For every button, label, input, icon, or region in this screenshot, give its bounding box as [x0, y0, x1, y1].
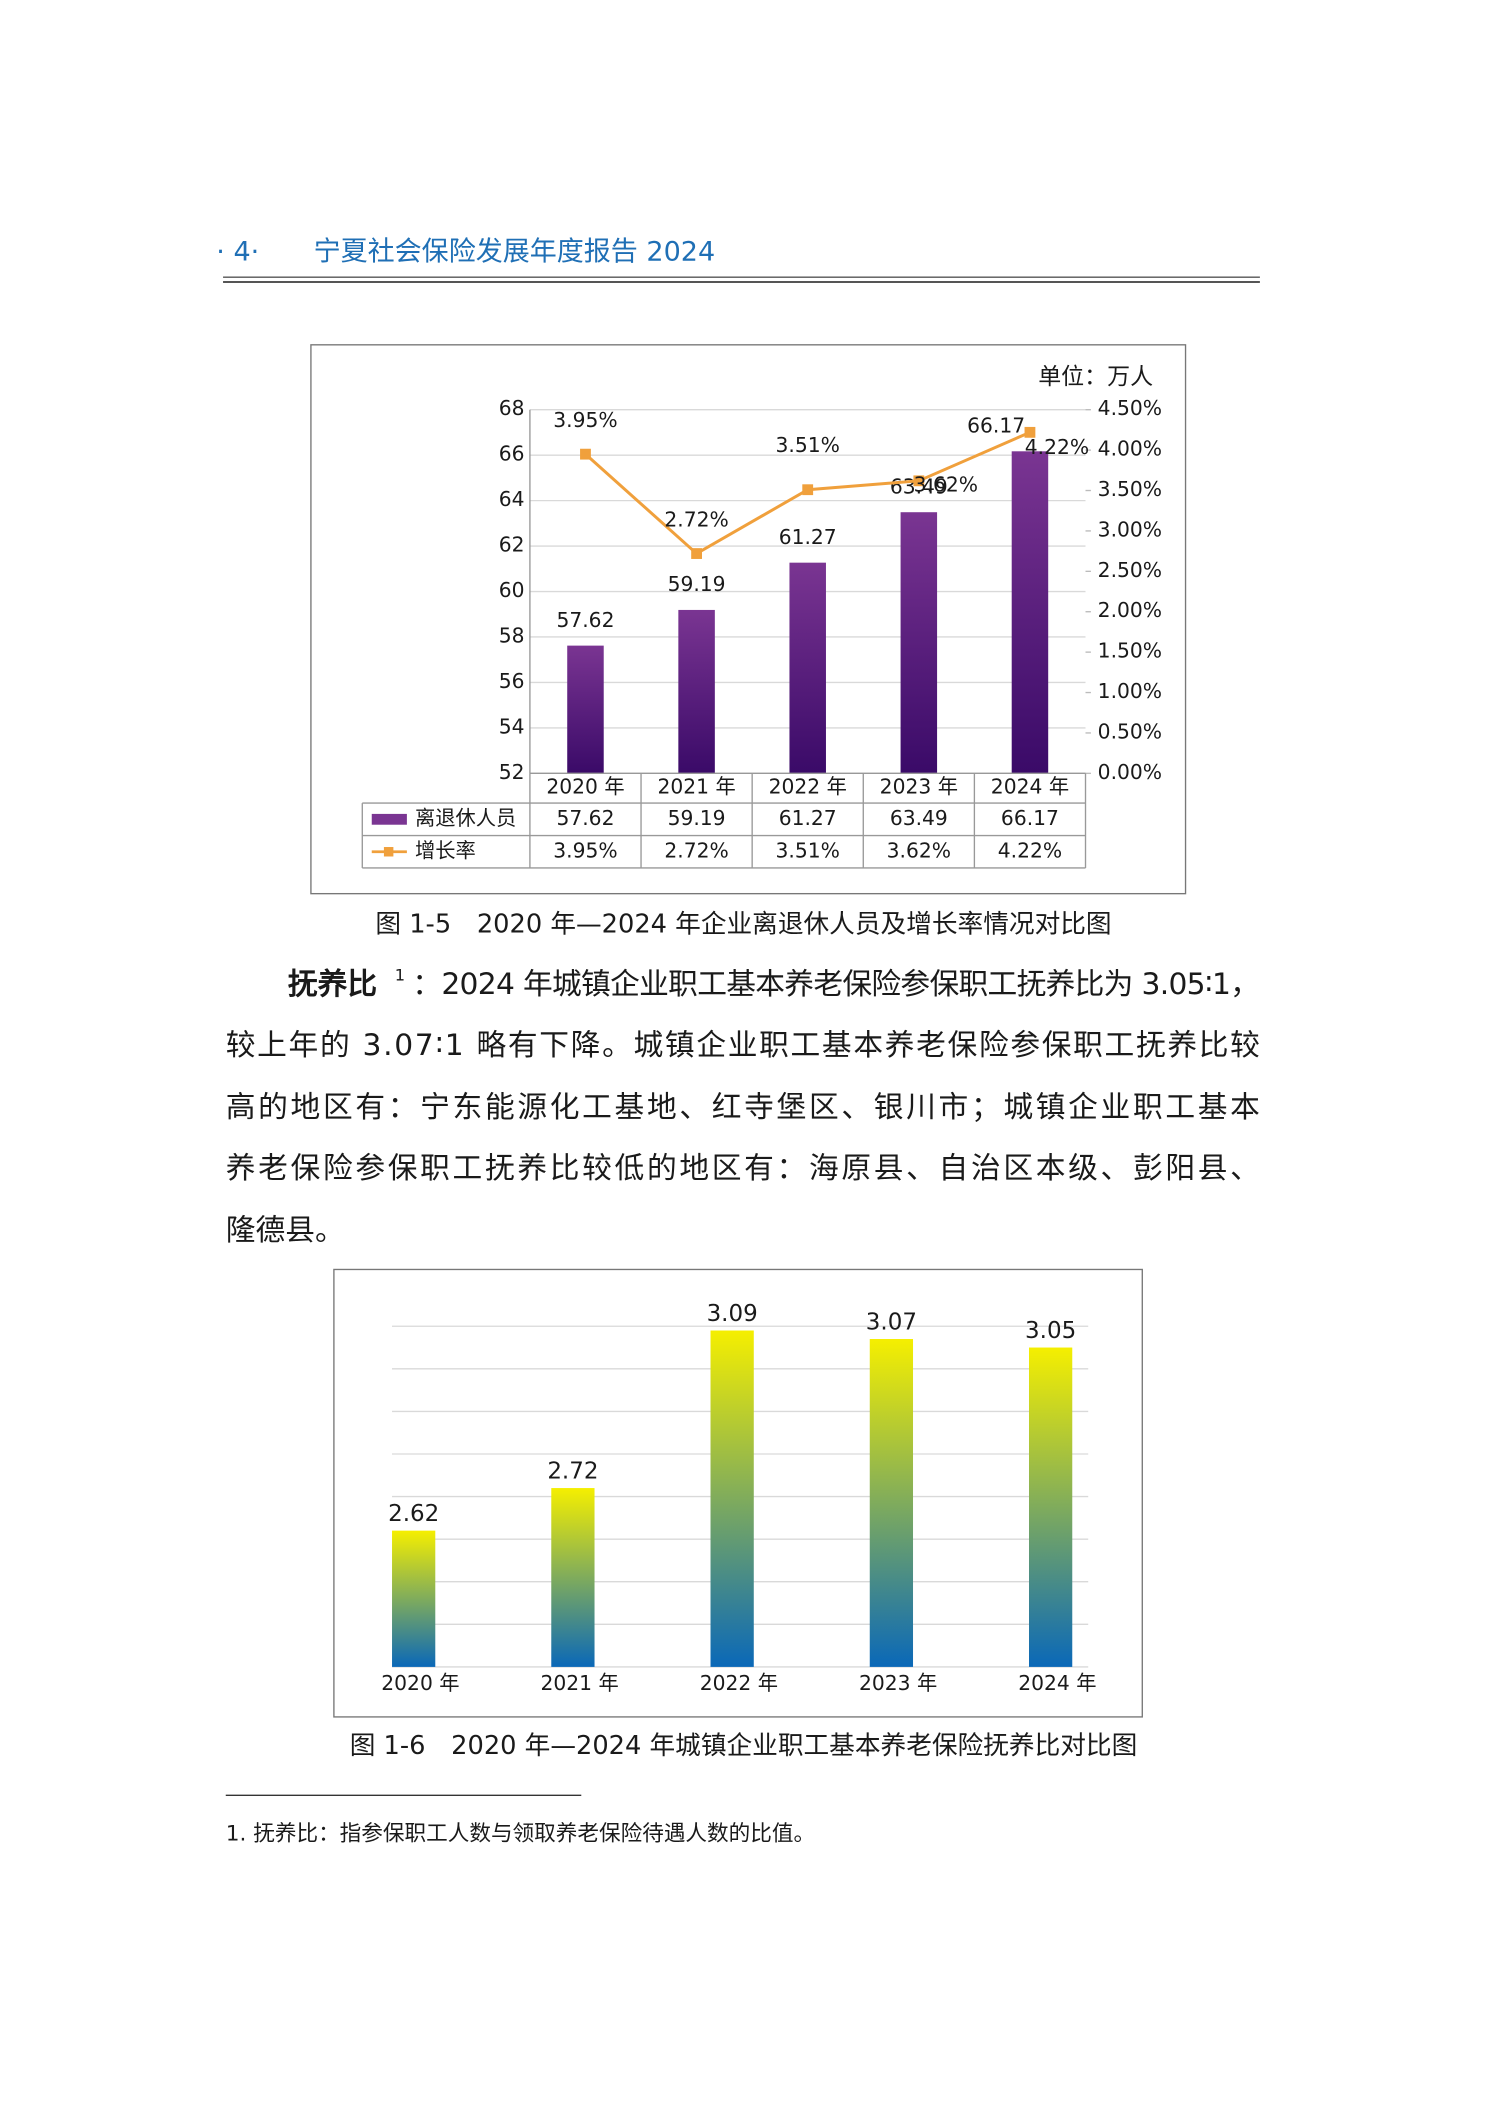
table-cell: 57.62: [556, 806, 614, 830]
y-tick-label: 58: [499, 623, 525, 647]
page-number: · 4·: [216, 236, 259, 267]
x-tick-label: 2022 年: [769, 775, 847, 799]
line-value-label: 3.51%: [776, 433, 840, 457]
line-marker: [913, 475, 925, 487]
line-marker: [1024, 426, 1036, 438]
x-tick-label: 2021 年: [657, 775, 735, 799]
bar-value-label: 57.62: [556, 608, 614, 632]
bar-value-label: 59.19: [668, 572, 726, 596]
bar: [392, 1530, 436, 1667]
y-tick-label: 60: [499, 578, 525, 602]
footnote: 1. 抚养比：指参保职工人数与领取养老保险待遇人数的比值。: [226, 1822, 815, 1847]
bar: [789, 562, 826, 774]
y-tick-label: 64: [499, 487, 525, 511]
line-marker: [691, 548, 702, 559]
y-tick-label: 68: [499, 396, 525, 420]
line-marker: [580, 448, 591, 460]
line-marker: [802, 484, 814, 496]
line-value-label: 3.95%: [553, 408, 617, 432]
caption: 图 1-5 2020 年—2024 年企业离退休人员及增长率情况对比图: [375, 909, 1111, 939]
bar: [551, 1488, 595, 1667]
legend-swatch: [371, 813, 407, 825]
paragraph-line: 较上年的 3.07∶1 略有下降。城镇企业职工基本养老保险参保职工抚养比较: [226, 1028, 1260, 1063]
y-tick-label: 56: [499, 669, 525, 693]
line-value-label: 4.22%: [1025, 435, 1089, 459]
table-cell: 3.62%: [887, 838, 951, 862]
bar-value-label: 3.09: [707, 1301, 758, 1327]
bar-value-label: 61.27: [779, 525, 837, 549]
bar: [1011, 451, 1049, 774]
table-cell: 61.27: [779, 806, 837, 830]
bar: [900, 512, 938, 774]
table-cell: 63.49: [890, 806, 948, 830]
x-tick-label: 2023 年: [859, 1671, 937, 1695]
paragraph-line: 隆德县。: [226, 1213, 345, 1248]
x-tick-label: 2022 年: [700, 1671, 778, 1695]
bar: [1029, 1347, 1073, 1667]
note-ref: 1: [395, 966, 405, 985]
y-tick-label: 54: [499, 714, 525, 738]
term: 抚养比: [288, 967, 377, 1002]
x-tick-label: 2023 年: [880, 775, 958, 799]
legend-label: 增长率: [415, 838, 476, 862]
table-cell: 4.22%: [998, 838, 1062, 862]
chart-frame: [333, 1268, 1143, 1718]
x-tick-label: 2020 年: [546, 775, 624, 799]
paragraph-line: 养老保险参保职工抚养比较低的地区有：海原县、自治区本级、彭阳县、: [226, 1151, 1260, 1186]
unit-label: 单位：万人: [1038, 364, 1153, 390]
chart-frame: [310, 344, 1187, 895]
bar: [710, 1330, 754, 1667]
legend-label: 离退休人员: [415, 806, 516, 830]
paragraph-line: ：2024 年城镇企业职工基本养老保险参保职工抚养比为 3.05∶1，: [412, 967, 1260, 1002]
table-cell: 66.17: [1001, 806, 1059, 830]
table-cell: 2.72%: [664, 838, 728, 862]
bar: [567, 645, 604, 774]
line-value-label: 3.62%: [914, 473, 978, 497]
bar-value-label: 3.07: [866, 1309, 917, 1335]
y2-tick-label: 3.50%: [1098, 477, 1162, 501]
x-tick-label: 2021 年: [541, 1671, 619, 1695]
y2-tick-label: 1.00%: [1098, 679, 1162, 703]
legend-swatch: [383, 847, 394, 857]
line-value-label: 2.72%: [664, 508, 728, 532]
bar-value-label: 2.72: [547, 1458, 598, 1484]
x-tick-label: 2024 年: [1018, 1671, 1096, 1695]
caption: 图 1-6 2020 年—2024 年城镇企业职工基本养老保险抚养比对比图: [350, 1731, 1138, 1761]
y-tick-label: 52: [499, 760, 525, 784]
x-tick-label: 2020 年: [381, 1671, 459, 1695]
bar-value-label: 66.17: [967, 413, 1025, 437]
paragraph-line: 高的地区有：宁东能源化工基地、红寺堡区、银川市；城镇企业职工基本: [226, 1090, 1260, 1125]
bar: [678, 609, 715, 774]
y-tick-label: 62: [499, 533, 525, 557]
y2-tick-label: 1.50%: [1098, 639, 1162, 663]
x-tick-label: 2024 年: [991, 775, 1069, 799]
y2-tick-label: 2.50%: [1098, 558, 1162, 582]
bar: [869, 1339, 914, 1667]
table-cell: 59.19: [668, 806, 726, 830]
y2-tick-label: 4.00%: [1098, 437, 1162, 461]
y2-tick-label: 0.00%: [1098, 760, 1162, 784]
running-title: 宁夏社会保险发展年度报告 2024: [314, 236, 716, 267]
y-tick-label: 66: [499, 442, 525, 466]
table-cell: 3.51%: [776, 838, 840, 862]
y2-tick-label: 2.00%: [1098, 598, 1162, 622]
y2-tick-label: 0.50%: [1098, 719, 1162, 743]
y2-tick-label: 4.50%: [1098, 396, 1162, 420]
bar-value-label: 2.62: [388, 1501, 439, 1527]
y2-tick-label: 3.00%: [1098, 517, 1162, 541]
table-cell: 3.95%: [553, 838, 617, 862]
bar-value-label: 3.05: [1025, 1318, 1076, 1344]
